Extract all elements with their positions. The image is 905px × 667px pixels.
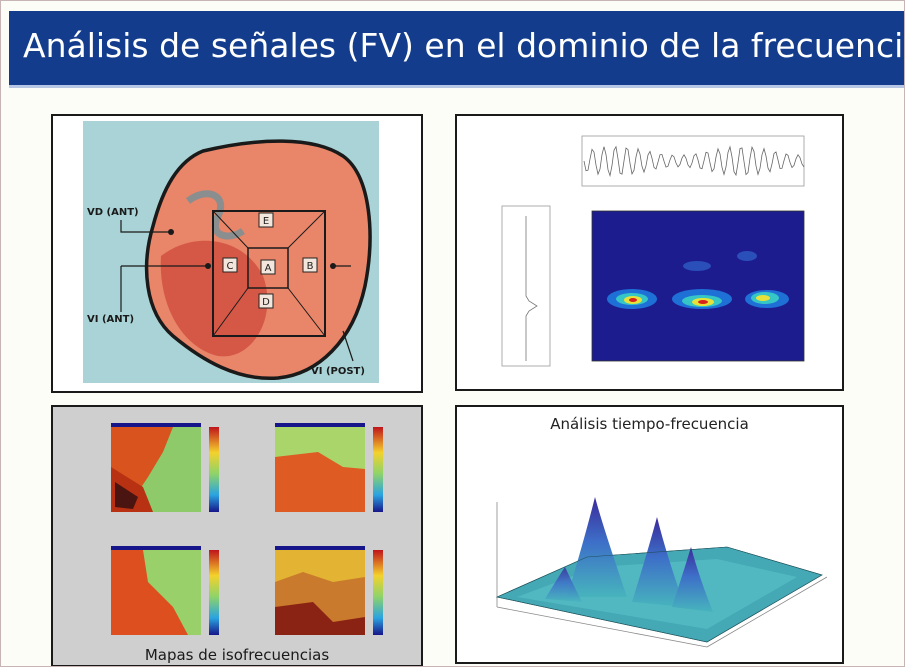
slide-title: Análisis de señales (FV) en el dominio d… bbox=[23, 26, 905, 65]
heart-diagram: E A B C D VD (ANT) VI (ANT) VI (POST) bbox=[83, 121, 379, 383]
isofrequency-map-1 bbox=[111, 423, 219, 512]
isofrequency-caption: Mapas de isofrecuencias bbox=[144, 646, 330, 664]
isofrequency-map-3 bbox=[111, 546, 219, 635]
peak-2 bbox=[632, 517, 685, 607]
title-bar: Análisis de señales (FV) en el dominio d… bbox=[9, 11, 905, 88]
region-e-label: E bbox=[263, 216, 269, 227]
psd-trace bbox=[525, 216, 538, 361]
isofrequency-panel: Mapas de isofrecuencias bbox=[51, 405, 423, 666]
x-axis bbox=[496, 606, 708, 648]
spectrogram-panel bbox=[455, 114, 844, 391]
signal-axes bbox=[581, 135, 805, 187]
isofrequency-maps bbox=[111, 423, 383, 635]
region-d-label: D bbox=[262, 297, 270, 308]
region-a-label: A bbox=[265, 263, 272, 274]
region-c-label: C bbox=[227, 261, 234, 272]
spectrogram-image bbox=[592, 211, 804, 361]
heart-diagram-panel: E A B C D VD (ANT) VI (ANT) VI (POST) bbox=[51, 114, 423, 393]
electrode-grid-outer bbox=[212, 210, 326, 337]
y-axis bbox=[706, 576, 828, 648]
heart-dark-region bbox=[160, 240, 268, 357]
electrode-grid-inner bbox=[247, 247, 289, 289]
spectrogram-figure bbox=[457, 116, 842, 389]
tf-surface-panel: Análisis tiempo-frecuencia bbox=[455, 405, 844, 664]
tf-surface-plot bbox=[496, 497, 828, 648]
tf-analysis-title: Análisis tiempo-frecuencia bbox=[550, 415, 749, 433]
isofrequency-map-4 bbox=[275, 546, 383, 635]
region-b-label: B bbox=[307, 261, 314, 272]
vi-ant-label: VI (ANT) bbox=[87, 314, 134, 325]
isofrequency-map-2 bbox=[275, 423, 383, 512]
peak-1 bbox=[567, 497, 627, 597]
peak-3 bbox=[672, 547, 713, 612]
spectrogram-blobs bbox=[607, 251, 789, 309]
psd-axes bbox=[501, 205, 551, 367]
vd-ant-label: VD (ANT) bbox=[87, 207, 139, 218]
signal-trace bbox=[583, 145, 805, 178]
vi-post-label: VI (POST) bbox=[311, 366, 365, 377]
